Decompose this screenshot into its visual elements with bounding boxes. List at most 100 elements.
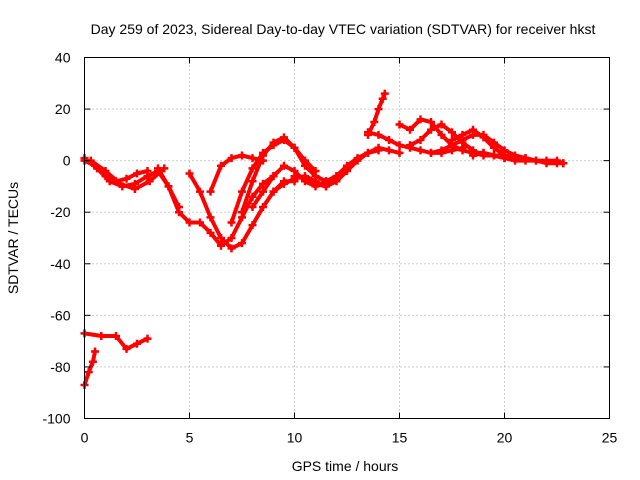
data-point (185, 218, 194, 227)
data-point (511, 156, 519, 165)
data-point (217, 234, 225, 242)
data-point (259, 203, 267, 212)
data-point (206, 187, 215, 196)
data-point (490, 151, 498, 160)
data-point (238, 151, 246, 160)
y-tick-label: 40 (55, 50, 71, 66)
x-tick-label: 20 (497, 430, 513, 446)
data-point (227, 244, 236, 253)
grid-layer (84, 57, 610, 419)
data-point (143, 334, 152, 343)
data-point (280, 179, 288, 188)
data-point (500, 154, 509, 163)
x-tick-label: 15 (392, 430, 408, 446)
data-point (395, 120, 404, 129)
data-point (437, 120, 446, 129)
data-point (311, 179, 320, 188)
data-point (116, 179, 125, 188)
x-tick-label: 10 (287, 430, 303, 446)
data-point (532, 156, 540, 165)
data-point (395, 148, 404, 157)
data-point (84, 368, 93, 377)
data-point (301, 161, 309, 170)
y-tick-label: 0 (63, 153, 71, 169)
data-point (280, 133, 288, 142)
data-point (458, 146, 467, 155)
data-point (130, 185, 139, 194)
data-point (374, 143, 383, 152)
data-point (332, 177, 341, 186)
data-point (105, 177, 114, 186)
data-point (416, 136, 425, 145)
data-point (385, 146, 393, 155)
data-point (479, 133, 488, 142)
data-layer (80, 89, 568, 389)
data-point (248, 164, 257, 173)
data-point (238, 187, 246, 196)
data-point (301, 174, 309, 183)
data-point (133, 339, 141, 348)
data-point (112, 331, 120, 340)
data-point (97, 331, 106, 340)
y-tick-label: -40 (50, 256, 70, 272)
data-point (364, 128, 372, 137)
data-point (227, 218, 236, 227)
data-point (248, 192, 257, 201)
data-point (248, 177, 257, 186)
data-point (374, 105, 383, 114)
x-axis-label: GPS time / hours (292, 458, 399, 474)
data-point (227, 154, 236, 163)
data-point (259, 179, 267, 188)
data-point (374, 130, 383, 139)
series-arc-3 (88, 158, 167, 191)
data-point (542, 159, 551, 168)
data-point (378, 94, 387, 103)
data-point (196, 218, 204, 227)
data-point (206, 213, 215, 222)
data-point (479, 148, 488, 157)
data-point (458, 130, 467, 139)
data-point (364, 148, 372, 157)
data-point (217, 161, 225, 170)
data-point (269, 187, 278, 196)
data-point (122, 344, 131, 353)
data-point (143, 172, 152, 181)
chart-title: Day 259 of 2023, Sidereal Day-to-day VTE… (91, 21, 596, 37)
plot-frame (84, 57, 610, 419)
data-point (88, 357, 97, 366)
data-point (559, 159, 568, 168)
data-point (248, 203, 257, 212)
data-point (437, 130, 446, 139)
y-tick-label: 20 (55, 101, 71, 117)
data-point (353, 156, 362, 165)
data-point (469, 151, 477, 160)
data-point (227, 234, 236, 242)
data-point (238, 208, 246, 217)
data-point (206, 228, 215, 237)
data-point (437, 146, 446, 155)
data-point (290, 143, 299, 152)
x-tick-label: 0 (81, 430, 89, 446)
data-point (91, 347, 99, 356)
series-arc-6 (156, 166, 276, 248)
series-arc-20 (471, 150, 566, 166)
data-point (427, 117, 435, 126)
data-point (370, 117, 379, 126)
data-point (416, 146, 425, 155)
y-tick-label: -100 (42, 411, 70, 427)
y-tick-label: -20 (50, 204, 70, 220)
data-point (122, 174, 131, 183)
data-point (133, 169, 141, 178)
data-point (185, 169, 194, 178)
data-point (490, 143, 498, 152)
data-point (322, 182, 330, 191)
data-point (380, 89, 389, 98)
data-point (145, 177, 154, 186)
data-point (385, 136, 393, 145)
series-arc-5 (82, 349, 97, 387)
data-point (259, 151, 267, 160)
data-point (280, 161, 288, 170)
x-tick-label: 5 (186, 430, 194, 446)
data-point (427, 125, 435, 134)
